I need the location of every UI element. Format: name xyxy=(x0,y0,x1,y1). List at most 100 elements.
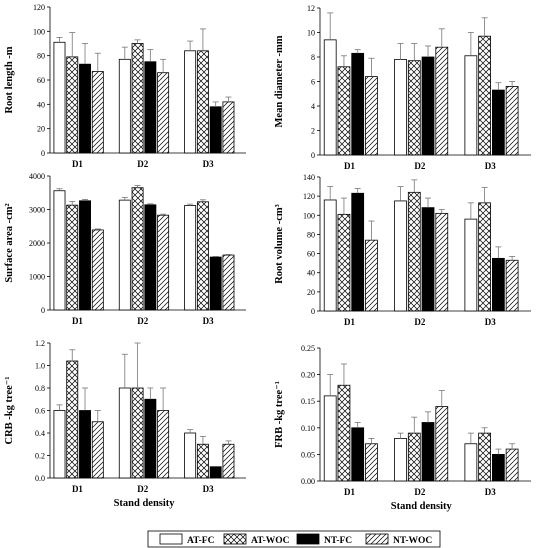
bar-at-woc-d3 xyxy=(196,201,209,311)
y-axis-label: Mean diameter -mm xyxy=(274,35,285,127)
y-tick-label: 12 xyxy=(307,4,315,13)
bar-nt-fc-d1 xyxy=(79,410,91,479)
bar-nt-woc-d1 xyxy=(365,239,378,312)
bar-at-woc-d1 xyxy=(66,204,79,311)
bar-at-fc-d2 xyxy=(118,199,131,311)
bar-at-fc-d2 xyxy=(394,438,407,482)
y-tick-label: 0 xyxy=(41,306,45,315)
legend-label-at-fc: AT-FC xyxy=(187,536,215,546)
bar-nt-woc-d2 xyxy=(157,410,170,479)
x-tick-label-d1: D1 xyxy=(72,316,83,326)
bar-at-fc-d2 xyxy=(394,200,407,312)
y-tick-label: 4000 xyxy=(29,172,45,181)
y-tick-label: 140 xyxy=(303,173,315,182)
x-tick-label-d3: D3 xyxy=(203,316,214,326)
bar-nt-woc-d1 xyxy=(91,71,104,154)
y-tick-label: 8 xyxy=(311,53,315,62)
y-tick-label: 0.15 xyxy=(301,397,315,406)
bar-at-woc-d3 xyxy=(478,202,491,312)
y-tick-label: 0 xyxy=(41,149,45,158)
bar-at-fc-d3 xyxy=(184,432,197,479)
y-tick-label: 80 xyxy=(307,230,315,239)
bar-at-fc-d1 xyxy=(53,190,66,311)
y-tick-label: 1000 xyxy=(29,273,45,282)
bar-at-fc-d3 xyxy=(464,443,478,482)
bar-at-fc-d2 xyxy=(118,58,131,154)
y-tick-label: 40 xyxy=(307,269,315,278)
bar-nt-fc-d1 xyxy=(79,200,91,311)
bar-at-woc-d1 xyxy=(66,360,79,479)
x-tick-label-d2: D2 xyxy=(414,161,425,171)
bar-nt-fc-d3 xyxy=(491,257,505,312)
x-tick-label-d2: D2 xyxy=(137,159,148,169)
y-tick-label: 120 xyxy=(33,3,45,12)
bar-at-fc-d1 xyxy=(323,39,337,156)
bar-at-woc-d1 xyxy=(337,66,351,156)
y-tick-label: 0.25 xyxy=(301,344,315,353)
bar-at-woc-d1 xyxy=(337,384,351,482)
bar-nt-woc-d3 xyxy=(222,254,235,311)
bar-nt-fc-d1 xyxy=(351,427,365,482)
bar-at-fc-d1 xyxy=(53,410,66,479)
y-tick-label: 120 xyxy=(303,192,315,201)
chart-panel-3: 0 1000 2000 3000 4000 Surface area -cm² D1 D2 D3 xyxy=(4,172,246,326)
x-axis-label: Stand density xyxy=(391,501,453,512)
y-tick-label: 0 xyxy=(311,307,315,316)
bar-at-woc-d3 xyxy=(478,432,491,482)
bar-at-woc-d2 xyxy=(407,432,421,482)
y-tick-label: 0.10 xyxy=(301,424,315,433)
bar-at-fc-d1 xyxy=(53,41,66,154)
y-tick-label: 0.20 xyxy=(301,371,315,380)
x-tick-label-d1: D1 xyxy=(344,487,355,497)
legend: AT-FC AT-WOC NT-FC NT-WOC xyxy=(147,530,441,548)
y-tick-label: 10 xyxy=(307,29,315,38)
y-tick-label: 0.8 xyxy=(35,384,45,393)
legend-label-nt-woc: NT-WOC xyxy=(393,536,432,546)
y-tick-label: 1.2 xyxy=(35,339,45,348)
legend-swatch-at-fc xyxy=(159,533,183,545)
y-axis-label: Root length -m xyxy=(4,46,15,113)
bar-nt-woc-d1 xyxy=(365,76,378,156)
bar-at-woc-d2 xyxy=(407,191,421,312)
y-tick-label: 1.0 xyxy=(35,362,45,371)
y-tick-label: 100 xyxy=(33,27,45,36)
bar-at-woc-d3 xyxy=(196,443,209,479)
bar-at-fc-d3 xyxy=(464,55,478,156)
y-tick-label: 0.05 xyxy=(301,450,315,459)
bar-nt-fc-d3 xyxy=(209,466,222,479)
bar-nt-fc-d1 xyxy=(79,63,91,154)
bar-at-fc-d1 xyxy=(323,199,337,312)
bar-at-woc-d3 xyxy=(478,35,491,156)
bar-nt-woc-d3 xyxy=(505,448,519,482)
bar-nt-woc-d1 xyxy=(365,443,378,482)
bar-at-woc-d2 xyxy=(131,187,144,311)
x-tick-label-d3: D3 xyxy=(485,317,496,327)
legend-swatch-nt-woc xyxy=(365,533,389,545)
x-tick-label-d1: D1 xyxy=(344,317,355,327)
x-tick-label-d2: D2 xyxy=(414,487,425,497)
bar-nt-fc-d3 xyxy=(209,106,222,154)
y-tick-label: 3000 xyxy=(29,206,45,215)
y-tick-label: 2 xyxy=(311,127,315,136)
legend-swatch-at-woc xyxy=(223,533,247,545)
bar-nt-fc-d2 xyxy=(144,204,157,311)
bar-nt-woc-d3 xyxy=(222,101,235,154)
bar-nt-fc-d1 xyxy=(351,52,365,156)
bar-nt-fc-d2 xyxy=(421,422,435,482)
bar-at-woc-d3 xyxy=(196,50,209,154)
bar-at-woc-d2 xyxy=(131,43,144,154)
x-tick-label-d3: D3 xyxy=(485,487,496,497)
x-tick-label-d3: D3 xyxy=(203,484,214,494)
bar-nt-fc-d2 xyxy=(421,56,435,156)
chart-panel-5: 0.0 0.2 0.4 0.6 0.8 1.0 1.2 CRB -kg tree⁻¹ D1 D2 D… xyxy=(4,339,246,509)
bar-nt-fc-d3 xyxy=(209,256,222,311)
bar-at-fc-d3 xyxy=(184,50,197,154)
bar-at-woc-d1 xyxy=(66,56,79,154)
y-axis-label: FRB -kg tree⁻¹ xyxy=(274,381,285,448)
bar-nt-fc-d1 xyxy=(351,192,365,312)
y-tick-label: 0.2 xyxy=(35,452,45,461)
bar-nt-woc-d1 xyxy=(91,421,104,479)
y-tick-label: 0.00 xyxy=(301,477,315,486)
bar-nt-woc-d3 xyxy=(505,259,519,312)
